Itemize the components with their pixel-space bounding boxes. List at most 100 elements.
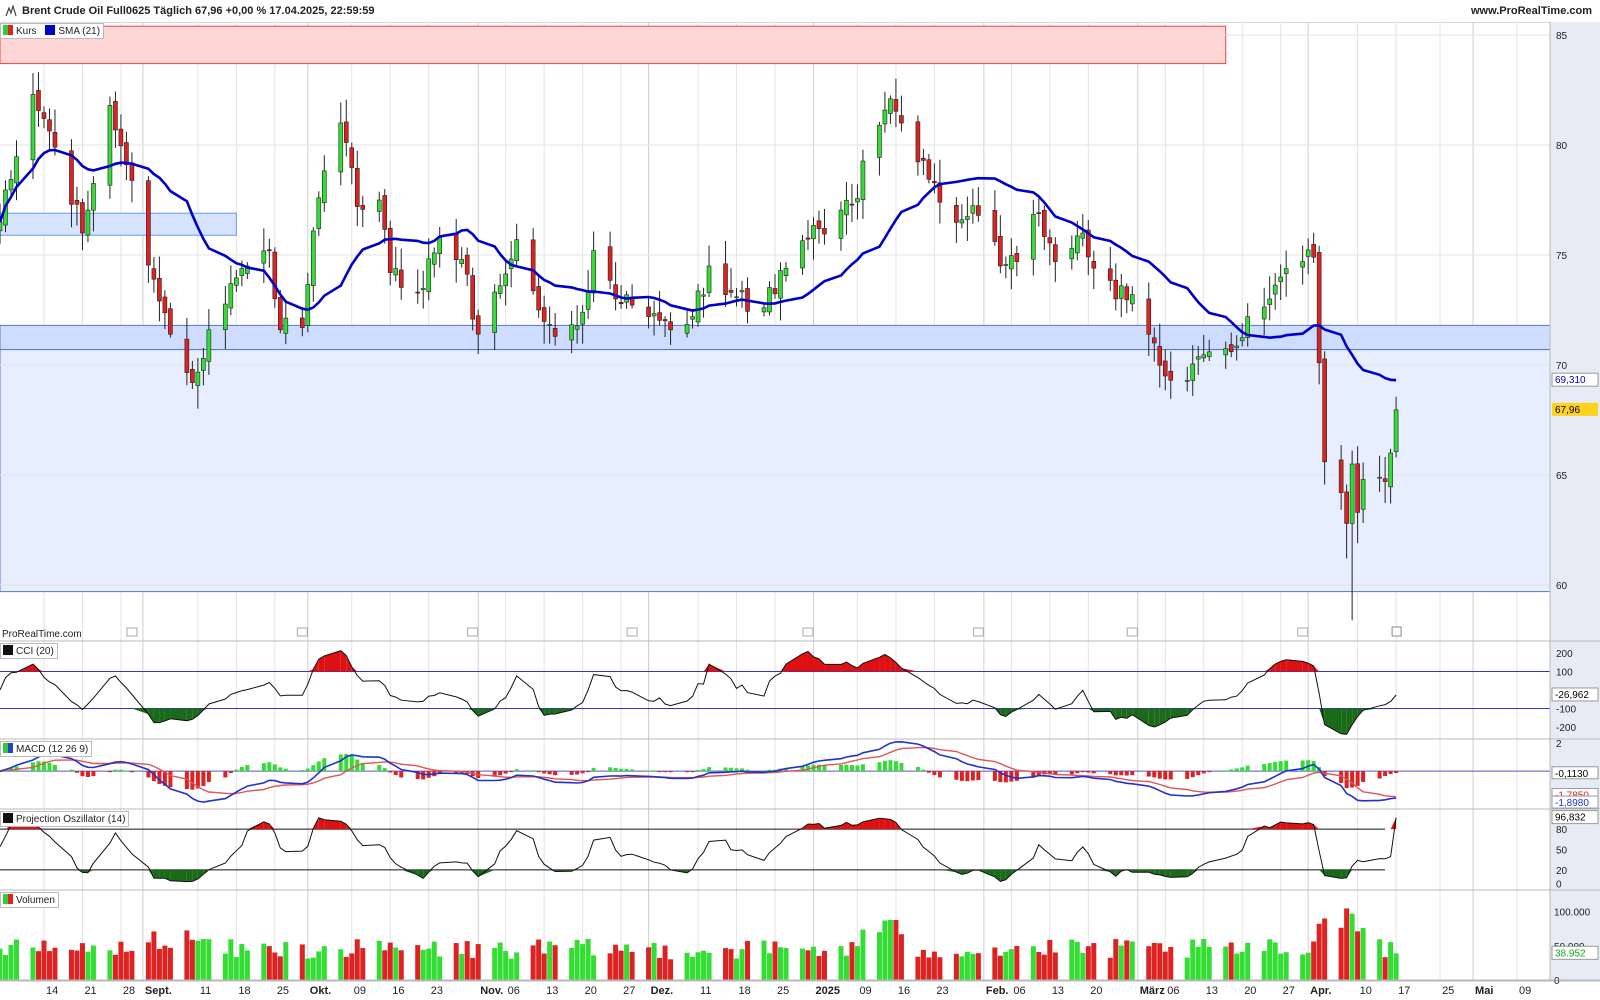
macd-histogram-bar <box>1196 771 1201 776</box>
candle-body <box>701 294 706 297</box>
candle-body <box>162 296 168 314</box>
candle-body <box>629 298 635 306</box>
candle <box>728 268 734 298</box>
volume-bar <box>530 945 536 980</box>
volume-bar <box>701 950 707 980</box>
legend-cci[interactable]: CCI (20) <box>0 643 58 659</box>
macd-histogram-bar <box>976 771 981 781</box>
event-marker-icon <box>296 627 308 637</box>
candle-body <box>580 311 585 325</box>
candle-body <box>36 90 41 111</box>
candle <box>893 78 899 128</box>
macd-histogram-bar <box>184 771 189 790</box>
macd-histogram-bar <box>575 771 580 775</box>
candle-body <box>1305 249 1311 257</box>
legend-macd-hist-swatch <box>3 743 8 753</box>
macd-histogram-bar <box>316 761 321 772</box>
volume-bar <box>1283 952 1289 980</box>
legend-volume-down-swatch <box>8 894 13 904</box>
info-icon <box>1391 626 1402 637</box>
candle-body <box>1162 360 1168 377</box>
projection-overbought-fill <box>840 822 847 830</box>
volume-bar <box>129 950 135 980</box>
cci-value-tag: -26,962 <box>1551 687 1599 702</box>
legend-projection-swatch <box>3 813 13 823</box>
macd-value-label: -1,8980 <box>1555 798 1589 809</box>
volume-bar <box>1305 952 1311 980</box>
volume-bar <box>1344 908 1350 980</box>
candle-body <box>684 324 690 334</box>
candle <box>475 309 481 354</box>
candle <box>1069 235 1075 270</box>
candle-body <box>239 268 245 276</box>
candle <box>1014 245 1020 277</box>
candle <box>107 96 113 199</box>
volume-bar <box>898 934 904 980</box>
x-tick-label: 17 <box>1398 985 1410 997</box>
volume-bar <box>316 951 322 980</box>
volume-bar <box>690 956 696 980</box>
candle-body <box>14 156 19 184</box>
candle <box>954 197 959 244</box>
volume-bar <box>1168 946 1174 980</box>
projection-overbought-fill <box>846 822 852 830</box>
volume-bar <box>613 944 619 980</box>
candle <box>646 297 651 329</box>
sma-line <box>0 148 1397 382</box>
macd-histogram-bar <box>1383 771 1388 776</box>
candle <box>201 347 206 386</box>
legend-projection[interactable]: Projection Oszillator (14) <box>0 811 130 827</box>
prorealtime-logo-icon <box>5 5 17 17</box>
macd-histogram-bar <box>701 769 706 772</box>
candle-body <box>1009 255 1014 270</box>
macd-value-tag: -0,1130 <box>1551 766 1599 780</box>
candle <box>278 289 283 334</box>
candle <box>1162 349 1168 391</box>
projection-oversold-fill <box>1346 869 1353 878</box>
cci-tick-label: -100 <box>1556 704 1576 715</box>
candle-body <box>690 316 695 320</box>
candle <box>157 256 162 322</box>
candle-body <box>1036 212 1042 214</box>
event-marker-icon <box>626 627 638 637</box>
projection-oversold-fill <box>1187 869 1193 877</box>
cci-oversold-fill <box>1341 708 1347 735</box>
projection-overbought-fill <box>813 823 819 830</box>
volume-bar <box>915 956 921 980</box>
macd-histogram-bar <box>1355 771 1360 786</box>
candle <box>1151 327 1157 362</box>
volume-bar <box>1234 953 1240 980</box>
projection-tick-label: 80 <box>1556 825 1568 836</box>
candle <box>398 248 404 300</box>
volume-bar <box>799 948 805 980</box>
website-link[interactable]: www.ProRealTime.com <box>1470 5 1592 17</box>
volume-bar <box>508 958 514 980</box>
macd-tick-label: 2 <box>1556 739 1562 750</box>
volume-bar <box>684 952 690 980</box>
macd-histogram-bar <box>278 767 283 772</box>
macd-histogram-bar <box>542 771 547 774</box>
candle-body <box>998 235 1003 267</box>
macd-histogram-bar <box>1168 771 1173 780</box>
x-axis-background <box>0 980 1600 1000</box>
macd-histogram-bar <box>855 765 860 772</box>
legend-macd[interactable]: MACD (12 26 9) <box>0 741 93 757</box>
candle-body <box>497 285 503 294</box>
candle <box>146 176 151 283</box>
candle-body <box>1239 337 1245 342</box>
legend-price[interactable]: Kurs SMA (21) <box>0 23 105 39</box>
candle <box>1267 276 1272 321</box>
candle-body <box>69 150 74 205</box>
volume-bar <box>162 945 168 980</box>
macd-histogram-bar <box>190 771 195 790</box>
candle <box>1344 484 1349 559</box>
volume-bar <box>85 951 91 980</box>
volume-bar <box>1129 941 1135 980</box>
legend-volume[interactable]: Volumen <box>0 892 59 908</box>
candle <box>668 312 673 345</box>
candle <box>1300 245 1305 285</box>
candle-body <box>321 170 327 204</box>
macd-histogram-bar <box>1284 760 1289 772</box>
candle-body <box>1014 253 1020 262</box>
